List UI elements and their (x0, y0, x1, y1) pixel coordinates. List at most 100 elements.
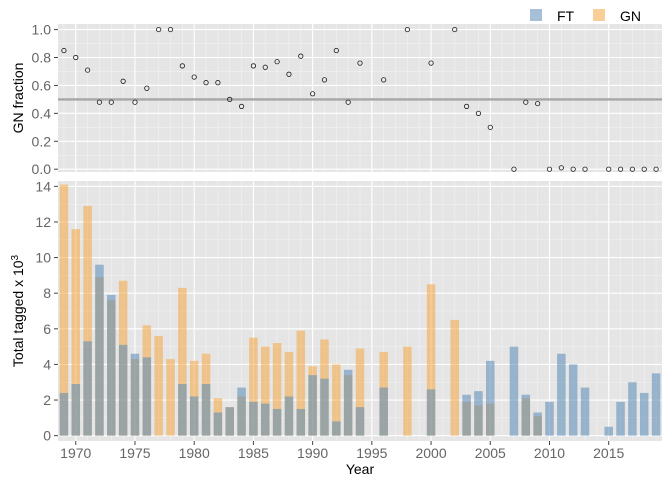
bar-ft (332, 421, 341, 436)
data-point (333, 47, 339, 54)
x-tick-label: 1970 (60, 445, 91, 461)
bar-ft (521, 394, 531, 436)
data-point (546, 166, 553, 172)
y-tick-label: 10 (35, 250, 51, 266)
data-point (653, 166, 659, 172)
data-point (321, 77, 328, 83)
bar-ft (272, 408, 282, 436)
bar-ft (260, 403, 270, 436)
bar-gn (332, 364, 341, 436)
data-point (286, 71, 292, 77)
legend-label: FT (557, 8, 575, 24)
x-tick-label: 2000 (415, 445, 446, 461)
bar-ft (462, 394, 471, 436)
gn-fraction-panel: 0.0 0.2 0.4 0.6 0.8 1.0 GN fraction (10, 22, 662, 177)
bar-ft (474, 391, 483, 436)
bar-ft (118, 344, 128, 436)
bar-ft (616, 401, 625, 436)
data-point (404, 26, 410, 33)
bar-ft (237, 387, 246, 436)
y-tick-label: 4 (43, 356, 51, 372)
bar-ft (189, 396, 199, 436)
y-tick-label: 14 (35, 178, 51, 194)
data-point (262, 64, 268, 70)
y-tick-label: 6 (43, 321, 51, 337)
y-tick-label: 12 (35, 214, 51, 230)
data-point (535, 100, 541, 107)
data-point (96, 99, 103, 105)
bar-ft (509, 346, 519, 436)
bar-gn (450, 319, 460, 436)
data-point (452, 26, 458, 33)
x-tick-label: 2015 (593, 445, 624, 461)
y-tick-label: 0 (43, 428, 51, 444)
x-tick-label: 1990 (297, 445, 328, 461)
y-tick-label: 0.0 (32, 161, 52, 177)
data-point (617, 166, 624, 172)
bar-ft (545, 401, 554, 436)
bar-ft (426, 389, 436, 436)
data-point (215, 80, 221, 86)
data-point (144, 85, 150, 91)
bar-ft (201, 384, 211, 436)
legend: FT GN (530, 8, 641, 24)
data-point (167, 26, 174, 33)
y-axis: 0.0 0.2 0.4 0.6 0.8 1.0 (32, 22, 58, 177)
bar-gn (403, 346, 412, 436)
bar-ft (355, 407, 365, 436)
legend-item-gn: GN (593, 8, 641, 24)
x-tick-label: 1995 (356, 445, 387, 461)
data-point (629, 166, 635, 172)
bar-ft (142, 357, 152, 436)
data-point (238, 103, 245, 109)
data-point (570, 166, 576, 172)
x-tick-label: 2010 (534, 445, 565, 461)
y-tick-label: 1.0 (32, 22, 52, 38)
data-point (120, 78, 126, 84)
data-point (179, 63, 185, 69)
x-axis-title: Year (346, 461, 375, 477)
bar-ft (83, 341, 92, 436)
x-axis: 1970 1975 1980 1985 1990 1995 2000 2005 2010 2015… (60, 441, 624, 477)
bar-ft (533, 412, 542, 436)
y-axis: 0 2 4 6 8 10 12 14 (35, 178, 58, 444)
y-tick-label: 0.6 (32, 77, 52, 93)
data-point (227, 96, 233, 102)
bar-ft (284, 396, 294, 436)
bar-ft (213, 412, 223, 436)
data-point (191, 74, 197, 80)
x-tick-label: 2005 (475, 445, 506, 461)
bar-gn (83, 205, 92, 436)
bar-ft (628, 382, 637, 436)
data-point (558, 165, 564, 171)
bar-gn (355, 348, 365, 436)
bar-gn (426, 284, 436, 436)
data-point (357, 60, 363, 66)
data-point (61, 47, 67, 54)
bar-gn (296, 330, 306, 436)
bar-ft (296, 408, 306, 436)
data-point (310, 91, 316, 97)
legend-label: GN (620, 8, 641, 24)
y-tick-label: 0.8 (32, 50, 52, 66)
bar-ft (308, 375, 317, 436)
bar-ft (486, 360, 495, 436)
bar-gn (166, 359, 175, 436)
bar-gn (284, 351, 294, 436)
data-point (428, 60, 434, 66)
data-point (511, 166, 517, 172)
legend-swatch (593, 9, 605, 21)
total-tagged-panel: 0 2 4 6 8 10 12 14 Total tagged x 103 (10, 178, 662, 444)
bars (59, 184, 661, 436)
bar-ft (225, 407, 234, 436)
bar-ft (71, 384, 81, 436)
data-point (463, 103, 470, 109)
x-tick-label: 1985 (238, 445, 269, 461)
y-axis-title: GN fraction (10, 63, 26, 134)
bar-gn (59, 184, 69, 436)
y-tick-label: 0.2 (32, 133, 52, 149)
bar-ft (178, 384, 187, 436)
bar-ft (95, 264, 104, 436)
data-point (641, 166, 647, 172)
